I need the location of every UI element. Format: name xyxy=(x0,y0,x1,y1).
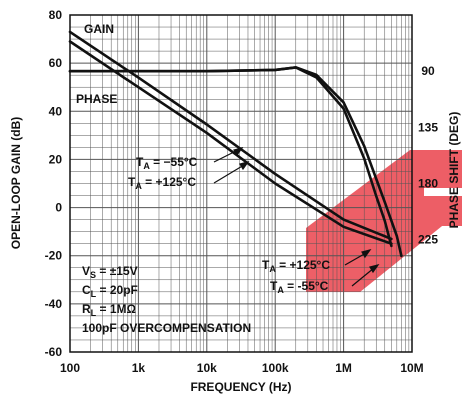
y-tick-label: 60 xyxy=(49,56,63,70)
y2-axis-title: PHASE SHIFT (DEG) xyxy=(447,112,461,229)
gain-label: GAIN xyxy=(84,22,114,36)
y-tick-label: 20 xyxy=(49,152,63,166)
series-line-phase-plus125 xyxy=(68,66,403,258)
arrowhead-gain-high xyxy=(239,161,250,171)
gain-annotation-high: TA = +125°C xyxy=(128,175,196,191)
plot-frame xyxy=(69,14,413,353)
x-tick-label: 1M xyxy=(335,361,352,375)
y2-tick-label: 180 xyxy=(418,177,438,191)
y2-tick-label: 135 xyxy=(418,120,438,134)
arrowhead-gain-low xyxy=(233,147,244,157)
watermark-cut xyxy=(424,188,462,196)
series-layer xyxy=(68,30,403,258)
y2-tick-label: 90 xyxy=(421,64,435,78)
y-tick-label: 40 xyxy=(49,104,63,118)
x-tick-label: 1k xyxy=(132,361,146,375)
phase-label: PHASE xyxy=(76,92,117,106)
condition-cl: CL = 20pF xyxy=(82,283,138,299)
y-tick-label: -40 xyxy=(45,297,63,311)
condition-rl: RL = 1MΩ xyxy=(82,302,137,318)
arrow-gain-low xyxy=(213,149,239,163)
y-axis-title: OPEN-LOOP GAIN (dB) xyxy=(9,117,23,249)
tick-labels: 100 1k 10k 100k 1M 10M 80 60 40 20 0 -20 -40 -60 90 135… xyxy=(45,8,439,375)
y-tick-label: 0 xyxy=(55,201,62,215)
x-tick-label: 100k xyxy=(262,361,289,375)
arrowhead-phase-low xyxy=(369,264,380,274)
phase-annotation-high: TA = +125°C xyxy=(262,258,330,274)
arrowhead-phase-high xyxy=(361,249,372,259)
annotation-arrows xyxy=(213,147,380,287)
arrow-gain-high xyxy=(213,164,245,184)
x-axis-title: FREQUENCY (Hz) xyxy=(190,380,291,394)
condition-overcompensation: 100pF OVERCOMPENSATION xyxy=(82,321,251,335)
gain-annotation-low: TA = −55°C xyxy=(136,155,198,171)
arrow-phase-high xyxy=(344,252,367,266)
y-tick-label: -20 xyxy=(45,249,63,263)
x-tick-label: 10k xyxy=(197,361,217,375)
y-tick-label: 80 xyxy=(49,8,63,22)
x-tick-label: 100 xyxy=(60,361,80,375)
x-tick-label: 10M xyxy=(400,361,423,375)
condition-vs: VS = ±15V xyxy=(82,264,138,280)
y-tick-label: -60 xyxy=(45,345,63,359)
arrow-phase-low xyxy=(351,267,375,287)
y2-tick-label: 225 xyxy=(418,233,438,247)
series-line-gain-plus125 xyxy=(68,40,393,245)
phase-annotation-low: TA = -55°C xyxy=(270,279,329,295)
watermark-block xyxy=(408,168,462,226)
